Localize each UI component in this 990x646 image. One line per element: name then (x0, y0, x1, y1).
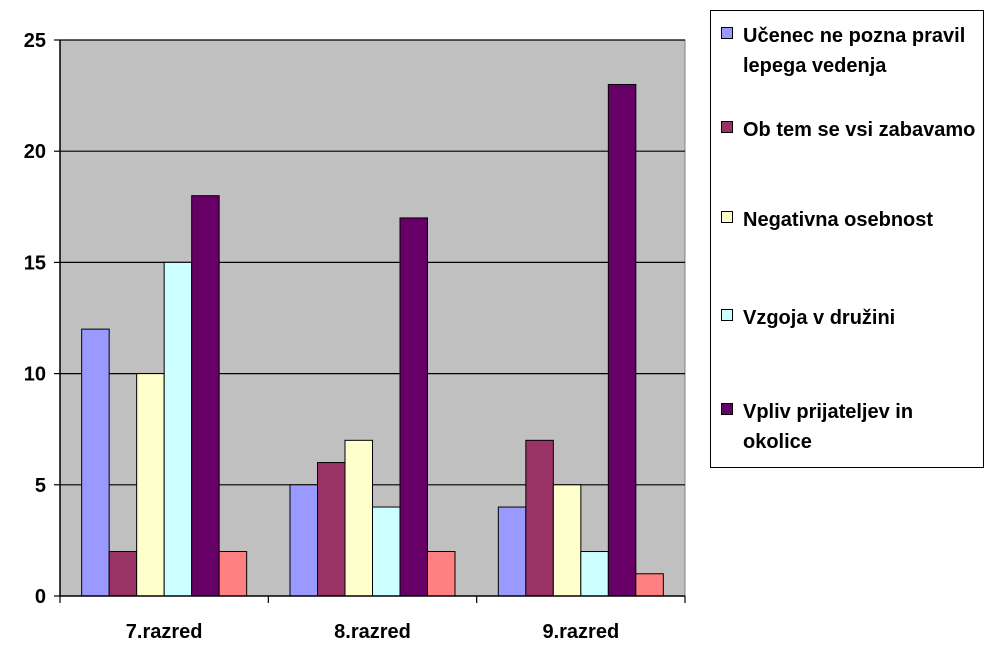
legend-swatch-4 (721, 309, 733, 321)
legend-swatch-2 (721, 121, 733, 133)
bar (136, 373, 165, 597)
bar (607, 83, 637, 597)
legend-label-2: Ob tem se vsi zabavamo (743, 119, 976, 141)
legend-swatch-1 (721, 27, 733, 39)
axes (59, 40, 685, 597)
bar (163, 261, 193, 597)
legend-label-4: Vzgoja v družini (743, 307, 896, 329)
legend-swatch-5 (721, 403, 733, 415)
bar (191, 195, 220, 597)
bar (552, 484, 582, 597)
legend-swatch-3 (721, 211, 733, 223)
x-tick-label: 9.razred (542, 621, 619, 643)
y-tick-label: 10 (24, 364, 46, 386)
y-tick-label: 0 (35, 586, 46, 608)
y-axis-ticks: 0 5 10 15 20 25 (24, 30, 60, 608)
bar (344, 439, 373, 597)
legend-label-1: Učenec ne pozna pravil lepega vedenja (743, 25, 966, 77)
legend-label-3: Negativna osebnost (743, 209, 934, 231)
bar (635, 573, 664, 597)
bar (372, 506, 401, 597)
x-tick-label: 8.razred (334, 621, 411, 643)
y-tick-label: 5 (35, 475, 46, 497)
legend-label-5: Vpliv prijateljev in okolice (743, 401, 914, 453)
y-tick-label: 15 (24, 252, 46, 274)
y-tick-label: 25 (24, 30, 46, 52)
bar (580, 551, 609, 597)
x-tick-label: 7.razred (126, 621, 203, 643)
bar (497, 506, 527, 597)
legend: Učenec ne pozna pravil lepega vedenja Ob… (710, 10, 984, 468)
bar (427, 551, 456, 597)
bar (81, 328, 110, 597)
bars (81, 83, 664, 597)
bar (525, 439, 554, 597)
bar (108, 551, 138, 597)
bar (317, 462, 346, 597)
bar (218, 551, 248, 597)
x-axis-ticks: 7.razred 8.razred 9.razred (59, 596, 686, 643)
bar (289, 484, 318, 597)
y-tick-label: 20 (24, 141, 46, 163)
bar (399, 217, 428, 597)
